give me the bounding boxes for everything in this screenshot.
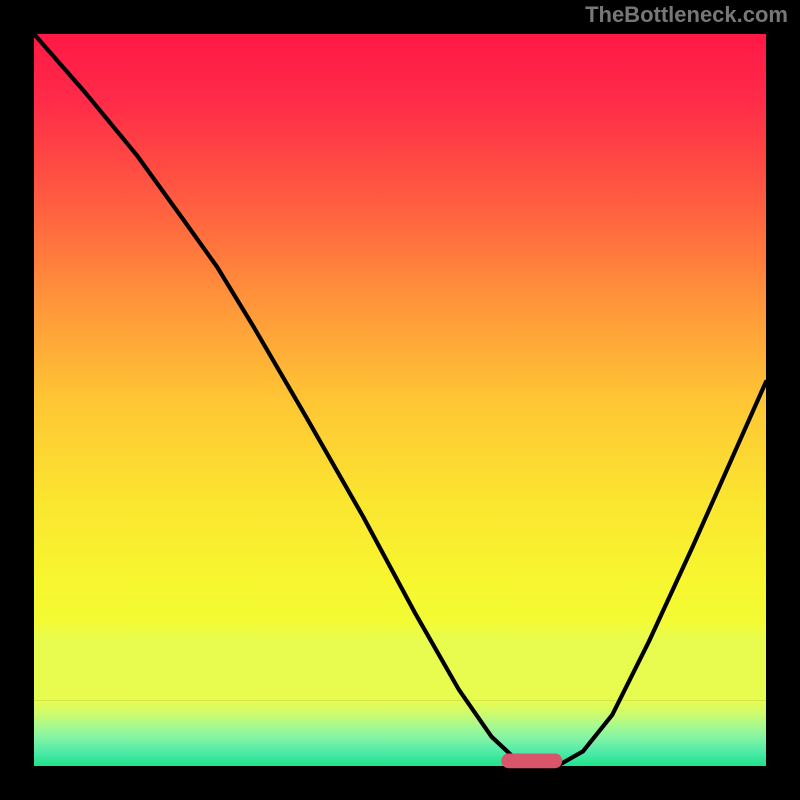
plot-area [34,34,766,768]
watermark-text: TheBottleneck.com [585,2,788,28]
bottleneck-chart [0,0,800,800]
gradient-bottom [34,700,766,766]
gradient-main [34,34,766,700]
optimal-marker [501,754,562,769]
